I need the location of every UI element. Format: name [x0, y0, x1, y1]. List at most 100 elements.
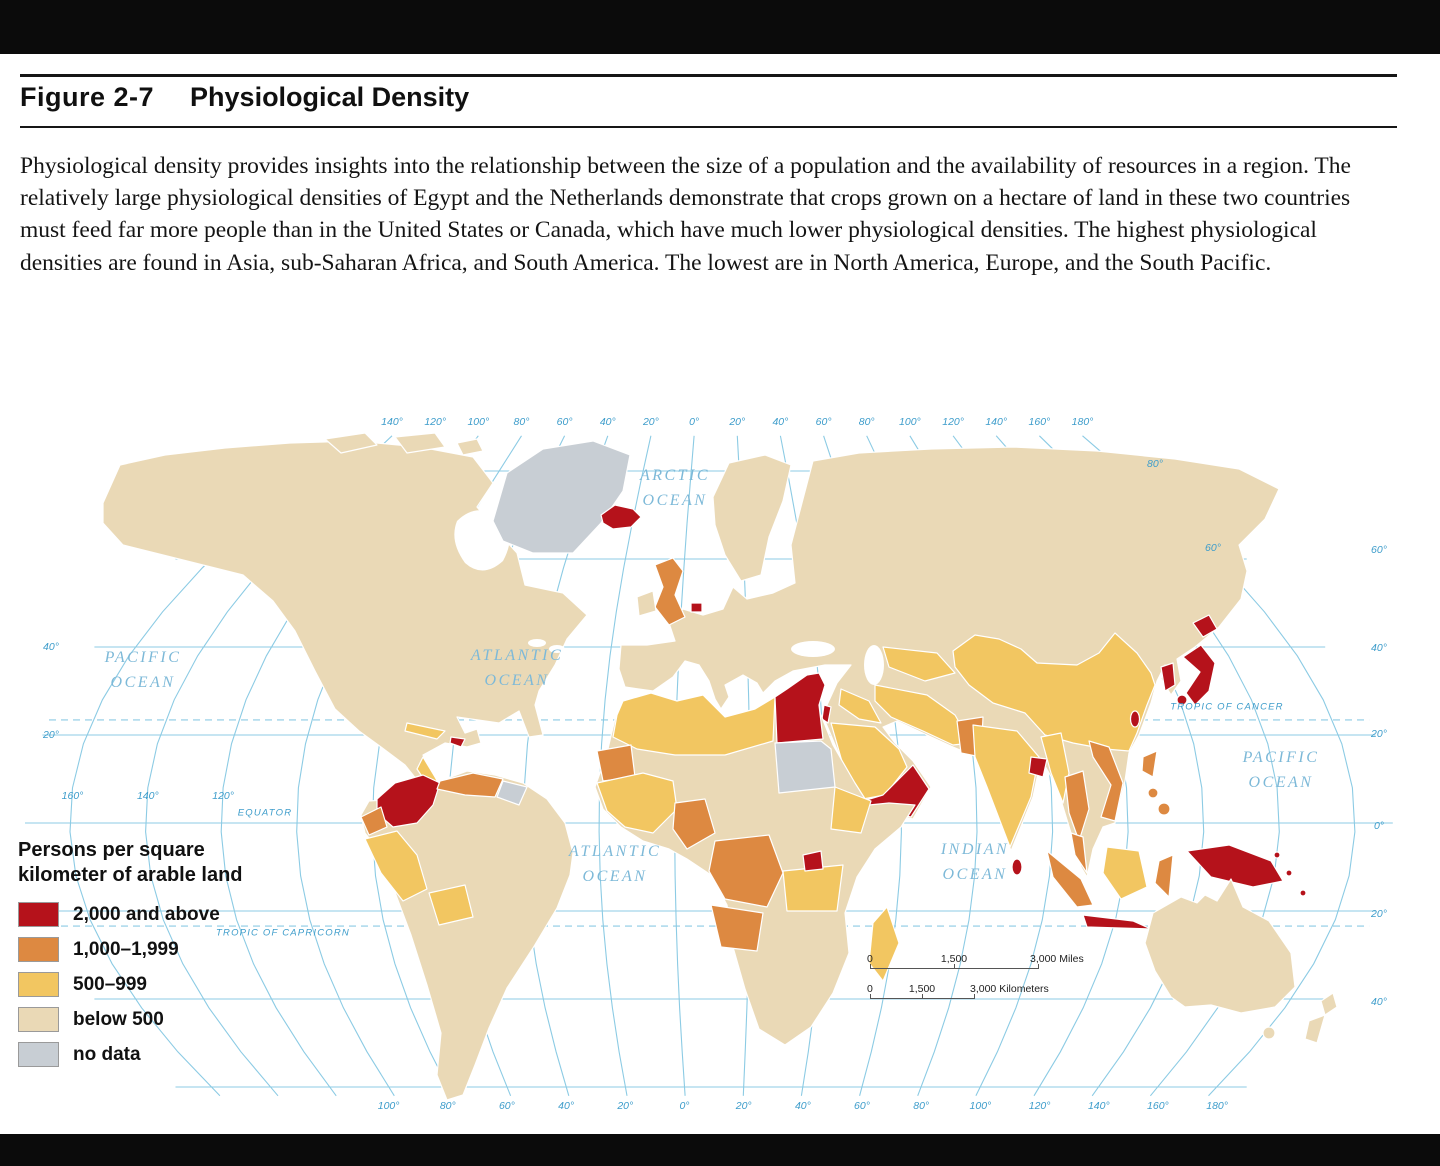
graticule-tick-label: 80° [1147, 458, 1163, 470]
region-arctic-islands [456, 438, 484, 456]
scale-miles-start: 0 [867, 953, 873, 965]
ocean-label-atlantic-n: ATLANTIC OCEAN [470, 647, 564, 689]
graticule-tick-label: 20° [1370, 728, 1387, 740]
legend-swatch-below-500 [18, 1007, 59, 1032]
figure-caption: Physiological density provides insights … [20, 153, 1351, 276]
scale-miles-mid: 1,500 [940, 953, 968, 965]
graticule-tick-label: 140° [381, 416, 403, 428]
graticule-tick-label: 20° [1370, 908, 1387, 920]
graticule-tick-label: 0° [679, 1100, 689, 1112]
graticule-tick-label: 20° [642, 416, 659, 428]
island-java [1082, 914, 1152, 930]
graticule-tick-label: 100° [378, 1100, 400, 1112]
legend-item: 500–999 [18, 972, 278, 997]
great-lakes [549, 645, 565, 653]
graticule-tick-label: 160° [1147, 1100, 1169, 1112]
ocean-label-arctic: ARCTIC OCEAN [639, 467, 711, 509]
tropic-of-capricorn-label: TROPIC OF CAPRICORN [216, 927, 350, 939]
country-nigeria [672, 798, 716, 850]
graticule-tick-label: 180° [1072, 416, 1094, 428]
island-sumatra [1046, 850, 1094, 908]
legend-title: Persons per square kilometer of arable l… [18, 839, 243, 886]
graticule-tick-label: 40° [1371, 642, 1387, 654]
region-arctic-islands [324, 432, 378, 454]
country-sri-lanka [1011, 858, 1023, 876]
country-united-kingdom [654, 557, 686, 626]
country-new-zealand [1304, 1014, 1326, 1044]
ocean-label-atlantic-s: ATLANTIC OCEAN [568, 843, 662, 885]
scale-row-miles: 0 1,500 3,000 Miles [867, 953, 1130, 983]
graticule-tick-label: 0° [1374, 820, 1384, 832]
graticule-tick-label: 20° [735, 1100, 752, 1112]
graticule-tick-label: 20° [728, 416, 745, 428]
scale-km-mid: 1,500 [908, 983, 936, 995]
region-scandinavia [712, 454, 792, 582]
country-ireland [636, 590, 657, 617]
country-vietnam [1088, 740, 1124, 822]
country-philippines [1147, 787, 1159, 799]
island-borneo [1102, 846, 1148, 900]
country-egypt [774, 672, 826, 744]
black-sea [791, 641, 835, 657]
country-iran [874, 684, 972, 746]
legend-swatch-500-999 [18, 972, 59, 997]
graticule-tick-label: 40° [600, 416, 616, 428]
title-rule-top [20, 74, 1397, 77]
island-madagascar [868, 906, 900, 982]
country-angola [710, 904, 764, 952]
figure-heading: Figure 2-7 Physiological Density [20, 82, 469, 113]
country-israel [821, 704, 832, 724]
title-rule-bottom [20, 126, 1397, 128]
graticule-tick-label: 100° [899, 416, 921, 428]
region-guyanas [496, 780, 528, 806]
scale-km-end: 3,000 Kilometers [970, 983, 1049, 995]
pacific-island-marker [1273, 851, 1281, 859]
world-map-svg: 140° 120° 100° 80° 60° 40° 20° 0° 20° 40° 60° 80° 10… [24, 416, 1393, 1112]
country-bangladesh [1028, 756, 1048, 778]
graticule-tick-label: 40° [558, 1100, 574, 1112]
map-scale-bar: 0 1,500 3,000 Miles 0 1,500 3,000 Kilome… [867, 953, 1130, 1013]
island-sulawesi [1154, 854, 1174, 898]
scale-km-start: 0 [867, 983, 873, 995]
country-thailand [1064, 770, 1090, 842]
graticule-tick-label: 60° [499, 1100, 515, 1112]
ocean-label-indian: INDIAN OCEAN [940, 841, 1010, 883]
page-title: Physiological Density [190, 82, 470, 112]
figure-number: Figure 2-7 [20, 82, 155, 112]
legend-label: no data [73, 1043, 141, 1065]
country-venezuela [436, 772, 504, 798]
graticule-tick-label: 100° [970, 1100, 992, 1112]
legend-label: 2,000 and above [73, 903, 220, 925]
country-ecuador [360, 806, 388, 836]
graticule-tick-label: 60° [557, 416, 573, 428]
legend-label: below 500 [73, 1008, 164, 1030]
country-ethiopia [830, 786, 872, 834]
pacific-island-marker [1299, 889, 1307, 897]
continents-layer [102, 432, 1338, 1101]
graticule-tick-label: 60° [854, 1100, 870, 1112]
graticule-tick-label: 180° [1206, 1100, 1228, 1112]
legend-item: no data [18, 1042, 278, 1067]
graticule-tick-label: 40° [43, 641, 59, 653]
island-tasmania [1262, 1026, 1276, 1040]
country-philippines [1141, 750, 1158, 778]
legend-label: 500–999 [73, 973, 147, 995]
scale-row-kilometers: 0 1,500 3,000 Kilometers [867, 983, 1130, 1013]
graticule-tick-label: 140° [985, 416, 1007, 428]
graticule-tick-label: 60° [1371, 544, 1387, 556]
equator-label: EQUATOR [237, 807, 293, 819]
bottom-border-bar [0, 1134, 1440, 1166]
region-malay-peninsula [1070, 832, 1088, 874]
map-legend: Persons per square kilometer of arable l… [18, 838, 278, 1077]
region-greenland [492, 440, 631, 554]
graticule-tick-label: 80° [859, 416, 875, 428]
country-sudan [774, 740, 836, 794]
graticule-tick-label: 40° [795, 1100, 811, 1112]
country-bolivia [428, 884, 474, 926]
graticule-tick-label: 140° [1088, 1100, 1110, 1112]
country-philippines [1157, 802, 1171, 816]
graticule-tick-label: 0° [689, 416, 699, 428]
ocean-label-pacific-se: PACIFIC OCEAN [1242, 749, 1320, 791]
caspian-sea [864, 645, 884, 685]
graticule-tick-label: 80° [913, 1100, 929, 1112]
